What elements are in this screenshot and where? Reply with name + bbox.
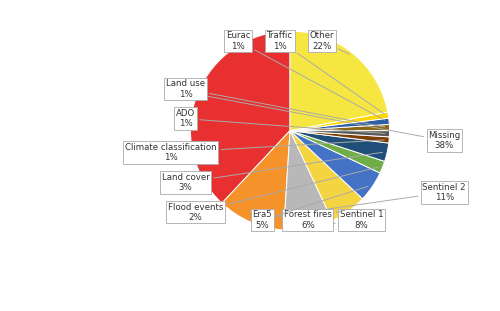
Text: Flood events
2%: Flood events 2% xyxy=(168,167,378,222)
Wedge shape xyxy=(290,118,390,131)
Text: Land use
1%: Land use 1% xyxy=(166,79,385,127)
Text: ADO
1%: ADO 1% xyxy=(176,109,384,133)
Text: Land cover
3%: Land cover 3% xyxy=(162,152,382,192)
Text: Traffic
1%: Traffic 1% xyxy=(267,31,384,114)
Text: Forest fires
6%: Forest fires 6% xyxy=(284,210,344,230)
Text: Missing
38%: Missing 38% xyxy=(202,95,460,150)
Wedge shape xyxy=(290,131,390,143)
Text: Other
22%: Other 22% xyxy=(310,31,350,54)
Wedge shape xyxy=(290,131,390,137)
Text: Sentinel 1
8%: Sentinel 1 8% xyxy=(311,211,384,230)
Wedge shape xyxy=(284,131,333,230)
Wedge shape xyxy=(290,131,384,173)
Wedge shape xyxy=(290,112,388,131)
Wedge shape xyxy=(290,124,390,131)
Wedge shape xyxy=(290,131,380,199)
Wedge shape xyxy=(290,131,362,221)
Wedge shape xyxy=(290,131,388,161)
Text: Climate classification
1%: Climate classification 1% xyxy=(125,140,384,162)
Wedge shape xyxy=(190,31,290,203)
Text: Sentinel 2
11%: Sentinel 2 11% xyxy=(254,183,466,220)
Wedge shape xyxy=(222,131,290,230)
Text: Era5
5%: Era5 5% xyxy=(252,186,368,230)
Text: Eurac
1%: Eurac 1% xyxy=(226,31,384,120)
Wedge shape xyxy=(290,31,388,131)
